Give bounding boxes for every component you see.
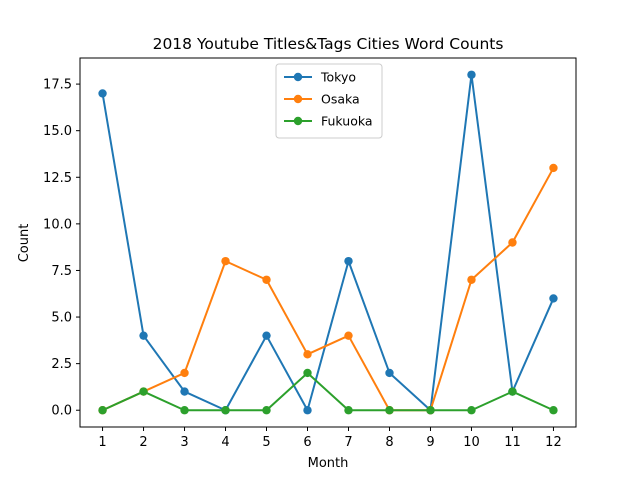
x-tick-label: 8 — [385, 435, 393, 450]
data-point-tokyo — [98, 89, 107, 98]
y-tick-label: 0.0 — [51, 404, 72, 419]
y-tick-label: 12.5 — [43, 171, 72, 186]
data-point-fukuoka — [303, 368, 312, 378]
x-tick-label: 9 — [426, 435, 434, 450]
y-tick-label: 5.0 — [51, 311, 72, 326]
legend-label: Tokyo — [320, 70, 356, 85]
data-point-fukuoka — [262, 406, 271, 415]
series-line-fukuoka — [102, 371, 554, 412]
x-tick-label: 7 — [344, 435, 352, 450]
data-point-osaka — [508, 238, 517, 247]
chart-title: 2018 Youtube Titles&Tags Cities Word Cou… — [153, 35, 504, 53]
y-tick-label: 15.0 — [43, 124, 72, 139]
data-point-osaka — [221, 256, 230, 266]
data-point-osaka — [303, 350, 312, 359]
plot-frame — [79, 57, 577, 428]
y-axis: 0.0 2.5 5.0 7.5 10.0 12.5 15.0 17.5 — [43, 78, 80, 419]
legend-item-osaka: Osaka — [284, 92, 360, 107]
data-point-tokyo — [549, 294, 558, 303]
x-axis-label: Month — [308, 456, 349, 471]
legend-marker — [293, 72, 303, 82]
x-axis: 1 2 3 4 5 6 7 8 9 10 11 12 — [98, 427, 562, 450]
legend-marker — [293, 94, 303, 104]
data-point-osaka — [467, 275, 476, 284]
data-point-osaka — [180, 368, 189, 378]
series-tokyo — [98, 70, 558, 415]
data-point-tokyo — [139, 331, 148, 340]
y-tick-label: 10.0 — [43, 217, 72, 232]
series-line-osaka — [102, 167, 555, 412]
x-tick-label: 3 — [180, 435, 188, 450]
legend-item-tokyo: Tokyo — [284, 70, 356, 85]
data-point-fukuoka — [508, 387, 517, 396]
legend: Tokyo Osaka Fukuoka — [275, 63, 383, 139]
data-point-tokyo — [344, 256, 353, 266]
y-axis-label: Count — [17, 224, 32, 263]
x-tick-label: 5 — [262, 435, 270, 450]
data-point-tokyo — [262, 331, 271, 340]
x-tick-label: 1 — [98, 435, 106, 450]
y-tick-label: 2.5 — [51, 357, 72, 372]
data-point-fukuoka — [467, 406, 476, 415]
data-point-fukuoka — [344, 406, 353, 415]
data-point-fukuoka — [98, 406, 107, 415]
data-point-fukuoka — [180, 406, 189, 415]
series-line-tokyo — [101, 73, 555, 412]
data-point-osaka — [549, 163, 558, 173]
data-point-tokyo — [303, 406, 312, 415]
data-point-tokyo — [180, 387, 189, 396]
y-tick-label: 17.5 — [43, 78, 72, 93]
legend-marker — [293, 116, 303, 126]
data-point-tokyo — [385, 368, 394, 378]
x-tick-label: 6 — [303, 435, 311, 450]
legend-item-fukuoka: Fukuoka — [284, 114, 373, 129]
data-point-fukuoka — [139, 387, 148, 396]
x-tick-label: 4 — [221, 435, 229, 450]
series-layer — [98, 70, 558, 415]
data-point-tokyo — [467, 70, 476, 79]
series-fukuoka — [98, 368, 558, 415]
x-tick-label: 12 — [545, 435, 562, 450]
data-point-fukuoka — [221, 406, 230, 415]
data-point-fukuoka — [426, 406, 435, 415]
x-tick-label: 10 — [463, 435, 480, 450]
data-point-fukuoka — [549, 406, 558, 415]
data-point-osaka — [344, 331, 353, 340]
y-tick-label: 7.5 — [51, 264, 72, 279]
data-point-osaka — [262, 275, 271, 284]
legend-label: Fukuoka — [321, 114, 373, 129]
x-tick-label: 2 — [139, 435, 147, 450]
x-tick-label: 11 — [504, 435, 521, 450]
legend-label: Osaka — [321, 92, 360, 107]
data-point-fukuoka — [385, 406, 394, 415]
legend-box — [275, 63, 383, 139]
